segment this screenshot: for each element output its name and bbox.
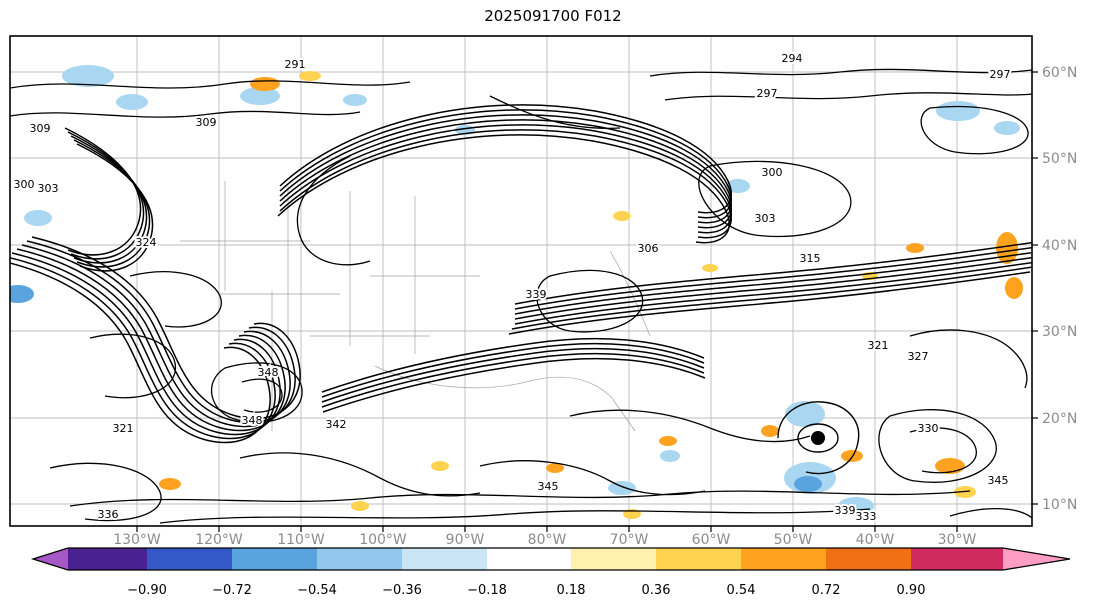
contour-label: 303 [755, 212, 776, 225]
lon-tick-label: 120°W [195, 532, 243, 548]
weak-positive-anomaly-shading [299, 71, 976, 519]
strong-negative-anomaly-shading [10, 285, 822, 492]
contour-label: 336 [98, 508, 119, 521]
lon-tick-label: 130°W [113, 532, 161, 548]
lon-tick-label: 100°W [359, 532, 407, 548]
contour-label: 303 [38, 182, 59, 195]
contour-label: 330 [918, 422, 939, 435]
colorbar: −0.90 −0.72 −0.54 −0.36 −0.18 0.18 0.36 … [30, 547, 1071, 598]
colorbar-tick-label: 0.72 [812, 583, 841, 598]
lon-tick-label: 60°W [692, 532, 731, 548]
lon-axis: 130°W 120°W 110°W 100°W 90°W 80°W 70°W 6… [113, 526, 976, 548]
contour-label: 300 [762, 166, 783, 179]
contour-label: 327 [908, 350, 929, 363]
contour-label: 348 [242, 414, 263, 427]
colorbar-tick-label: −0.72 [212, 583, 252, 598]
lon-tick-label: 50°W [774, 532, 813, 548]
lon-tick-label: 110°W [277, 532, 325, 548]
contour-label: 324 [136, 236, 157, 249]
contour-label: 345 [988, 474, 1009, 487]
colorbar-tick-label: −0.36 [382, 583, 422, 598]
lon-tick-label: 80°W [528, 532, 567, 548]
contour-label: 306 [638, 242, 659, 255]
colorbar-left-arrow [33, 548, 68, 570]
lon-tick-label: 90°W [446, 532, 485, 548]
contour-lines [10, 68, 1032, 524]
map-border [9, 35, 1033, 527]
lat-axis: 60°N 50°N 40°N 30°N 20°N 10°N [1032, 65, 1077, 513]
colorbar-right-arrow [1003, 548, 1070, 570]
colorbar-tick-label: −0.90 [127, 583, 167, 598]
contour-label: 297 [990, 68, 1011, 81]
page-title: 2025091700 F012 [484, 7, 621, 25]
jet-bundle-center [321, 337, 706, 413]
lat-tick-label: 20°N [1042, 411, 1077, 427]
colorbar-segments [68, 548, 1003, 570]
tropical-cyclone-marker [777, 401, 860, 475]
contour-label: 321 [113, 422, 134, 435]
lat-tick-label: 30°N [1042, 324, 1077, 340]
jet-bundle-atlantic [508, 241, 1032, 335]
contour-labels: 291 294 297 297 300 300 303 303 306 309 … [12, 50, 1013, 525]
contour-label: 297 [757, 87, 778, 100]
contour-label: 321 [868, 339, 889, 352]
colorbar-tick-label: 0.18 [557, 583, 586, 598]
contour-label: 348 [258, 366, 279, 379]
contour-label: 309 [196, 116, 217, 129]
colorbar-tick-label: −0.54 [297, 583, 337, 598]
lat-tick-label: 10°N [1042, 497, 1077, 513]
lat-tick-marks [1032, 71, 1038, 505]
colorbar-tick-label: −0.18 [467, 583, 507, 598]
lon-tick-marks [136, 526, 958, 532]
jet-bundle-west [10, 236, 301, 444]
contour-label: 309 [30, 122, 51, 135]
lon-tick-label: 40°W [856, 532, 895, 548]
contour-label: 333 [856, 510, 877, 523]
colorbar-tick-label: 0.90 [897, 583, 926, 598]
contour-label: 315 [800, 252, 821, 265]
lat-tick-label: 50°N [1042, 151, 1077, 167]
lat-tick-label: 60°N [1042, 65, 1077, 81]
colorbar-tick-labels: −0.90 −0.72 −0.54 −0.36 −0.18 0.18 0.36 … [127, 583, 925, 598]
geo-borders [180, 181, 651, 432]
lon-tick-label: 70°W [610, 532, 649, 548]
contour-label: 345 [538, 480, 559, 493]
colorbar-tick-label: 0.36 [642, 583, 671, 598]
lon-tick-label: 30°W [938, 532, 977, 548]
jet-bundle-northwest [64, 127, 154, 272]
map-plot-area: 291 294 297 297 300 300 303 303 306 309 … [9, 35, 1033, 527]
contour-label: 291 [285, 58, 306, 71]
grid-lines [10, 36, 1032, 526]
contour-label: 294 [782, 52, 803, 65]
jet-bundle-top [277, 104, 732, 244]
contour-label: 300 [14, 178, 35, 191]
colorbar-outline [30, 547, 1071, 571]
colorbar-tick-label: 0.54 [727, 583, 756, 598]
contour-label: 339 [526, 288, 547, 301]
contour-label: 342 [326, 418, 347, 431]
contour-label: 339 [835, 504, 856, 517]
lat-tick-label: 40°N [1042, 238, 1077, 254]
